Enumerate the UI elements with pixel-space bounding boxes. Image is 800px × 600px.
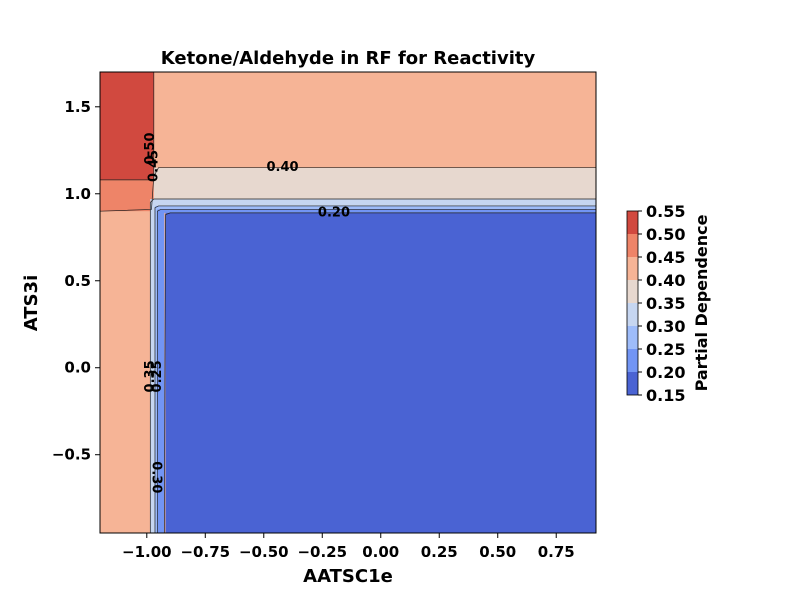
x-tick-label: −0.25 [297,543,347,561]
contour-line-0-35 [149,198,596,533]
y-axis-ticks: −0.5 0.0 0.5 1.0 1.5 [52,98,100,464]
x-tick-label: 0.50 [479,543,516,561]
contour-label: 0.20 [318,205,350,220]
contour-strip-1 [154,205,158,534]
x-tick-label: −0.50 [239,543,289,561]
colorbar-tick-label: 0.30 [646,317,685,336]
y-tick-label: −0.5 [52,446,91,464]
contour-lines [99,72,596,534]
plot-frame [99,71,597,534]
contour-line-0-25 [156,209,596,533]
colorbar: 0.15 0.20 0.25 0.30 0.35 0.40 0.45 0.50 0.55 [626,202,685,405]
colorbar-tick-label: 0.15 [646,386,685,405]
x-tick-label: −0.75 [180,543,230,561]
y-tick-label: 1.5 [64,98,91,116]
colorbar-tick-label: 0.20 [646,363,685,382]
y-axis-label: ATS3i [21,275,42,331]
colorbar-band [627,303,638,326]
colorbar-band [627,257,638,280]
colorbar-band [627,234,638,257]
colorbar-tick-label: 0.50 [646,225,685,244]
contour-region-6 [156,209,596,213]
y-tick-label: 0.0 [64,359,91,377]
contour-region-low-top [165,212,596,534]
colorbar-band [627,211,638,234]
x-axis-label: AATSC1e [303,566,393,587]
contour-label: 0.50 [143,133,158,165]
colorbar-band [627,326,638,349]
x-axis-ticks: −1.00 −0.75 −0.50 −0.25 0.00 0.25 0.50 0.75 [122,533,575,561]
contour-line-0-20 [163,212,596,534]
contour-region-2 [100,179,154,212]
contour-strip-0 [150,198,155,534]
colorbar-tick-label: 0.45 [646,248,685,267]
contour-strip-2 [157,209,165,534]
colorbar-band [627,280,638,303]
contour-label: 0.35 [143,360,158,392]
plot-area [100,72,597,534]
contour-region-5 [153,205,596,210]
contour-label: 0.25 [150,360,165,392]
colorbar-band [627,372,638,395]
colorbar-band [627,349,638,372]
colorbar-tick-label: 0.35 [646,294,685,313]
contour-line-0-40 [99,167,596,212]
x-tick-label: 0.25 [421,543,458,561]
contour-label: 0.30 [149,461,164,493]
colorbar-tick-label: 0.40 [646,271,685,290]
contour-label: 0.40 [266,160,298,175]
y-tick-label: 0.5 [64,272,91,290]
x-tick-label: 0.00 [362,543,399,561]
x-tick-label: 0.75 [538,543,575,561]
contour-labels: 0.40 0.20 0.500.45 0.250.35 0.30 [143,133,350,494]
y-tick-label: 1.0 [64,185,91,203]
x-tick-label: −1.00 [122,543,172,561]
colorbar-tick-label: 0.25 [646,340,685,359]
chart-title: Ketone/Aldehyde in RF for Reactivity [161,48,536,69]
contour-region-1 [100,72,154,180]
colorbar-label: Partial Dependence [692,214,711,391]
contour-label: 0.45 [146,150,161,182]
colorbar-tick-label: 0.55 [646,202,685,221]
contour-region-3 [153,167,596,199]
contour-region-4 [151,198,597,206]
contour-line-0-30 [154,205,596,533]
